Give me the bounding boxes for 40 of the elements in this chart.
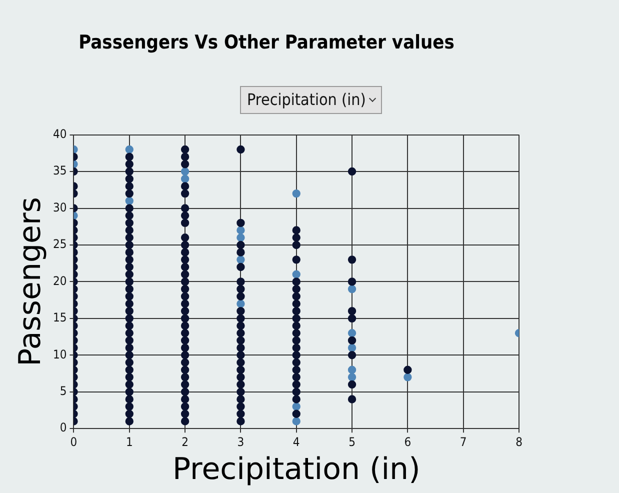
point (348, 373, 356, 382)
point (292, 402, 300, 411)
chart-title: Passengers Vs Other Parameter values (78, 31, 454, 54)
y-tick-label: 15 (53, 310, 67, 325)
point (125, 196, 134, 206)
x-tick-label: 7 (460, 434, 467, 449)
y-tick-label: 25 (53, 237, 67, 252)
y-tick-label: 35 (53, 164, 67, 178)
point (180, 167, 190, 176)
x-tick-label: 2 (182, 434, 188, 449)
point (404, 373, 412, 382)
point (348, 344, 356, 352)
point (180, 174, 190, 183)
point (236, 300, 245, 308)
point (292, 270, 300, 278)
x-tick-label: 8 (516, 434, 523, 449)
y-tick-label: 30 (53, 200, 67, 214)
point (292, 417, 300, 426)
point (348, 284, 356, 294)
point (236, 256, 245, 264)
y-tick-label: 20 (53, 274, 67, 288)
y-tick-label: 40 (53, 126, 67, 141)
point (348, 329, 356, 338)
point (348, 366, 356, 374)
x-tick-label: 6 (404, 434, 412, 449)
x-tick-label: 4 (292, 434, 300, 449)
x-axis-title: Precipitation (in) (172, 452, 420, 487)
point (125, 145, 134, 154)
x-tick-label: 1 (126, 434, 133, 449)
y-axis-title: Passengers (12, 197, 48, 366)
x-tick-label: 0 (70, 434, 78, 449)
x-tick-label: 3 (237, 434, 244, 449)
dropdown-select: Precipitation (in) (240, 86, 382, 114)
y-tick-label: 5 (60, 384, 67, 398)
point (236, 226, 245, 234)
point (236, 234, 245, 242)
y-tick-label: 0 (60, 420, 67, 435)
x-tick-label: 5 (348, 434, 356, 449)
point (292, 189, 300, 198)
y-tick-label: 10 (53, 347, 67, 362)
